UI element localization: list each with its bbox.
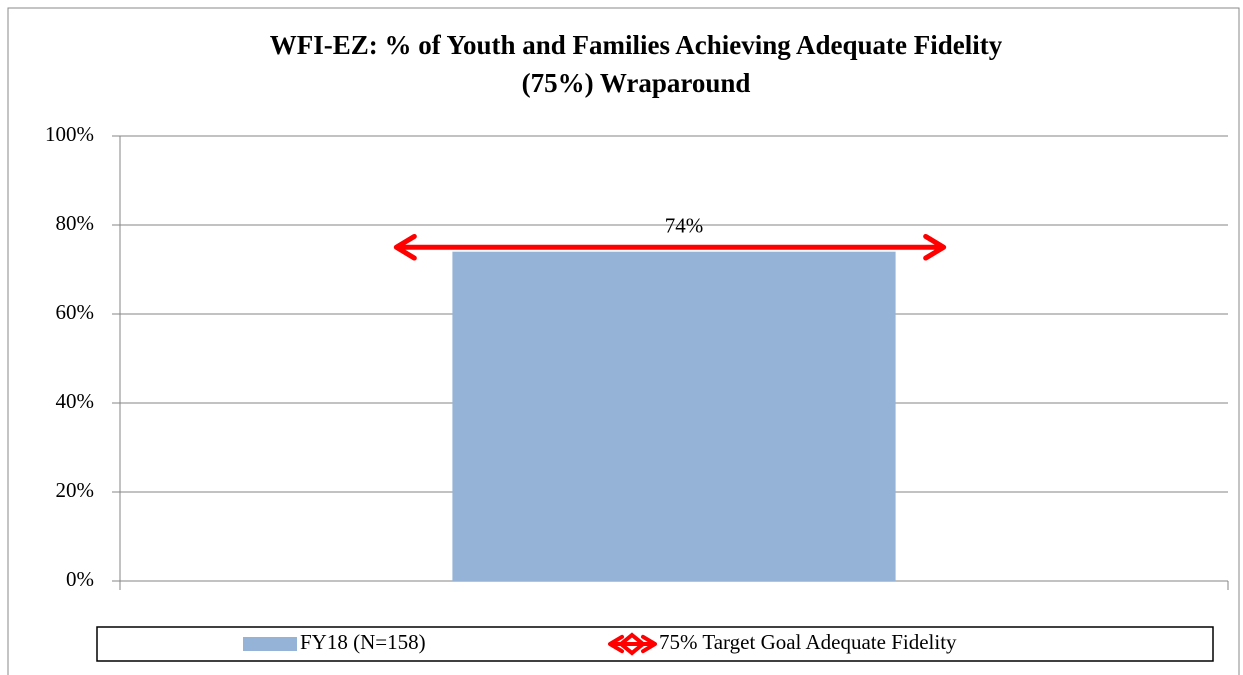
chart-title: WFI-EZ: % of Youth and Families Achievin… [270,30,1003,60]
target-line [393,233,947,261]
y-tick-label: 100% [45,122,94,146]
y-tick-label: 0% [66,567,94,591]
chart-title: (75%) Wraparound [522,68,751,98]
legend-label: FY18 (N=158) [300,630,426,654]
y-tick-label: 80% [56,211,95,235]
bar [452,251,896,581]
legend-label: 75% Target Goal Adequate Fidelity [659,630,957,654]
y-tick-label: 40% [56,389,95,413]
legend-swatch [243,637,297,651]
legend-target-marker [617,632,647,656]
y-tick-label: 60% [56,300,95,324]
value-label: 74% [665,214,704,238]
y-tick-label: 20% [56,478,95,502]
